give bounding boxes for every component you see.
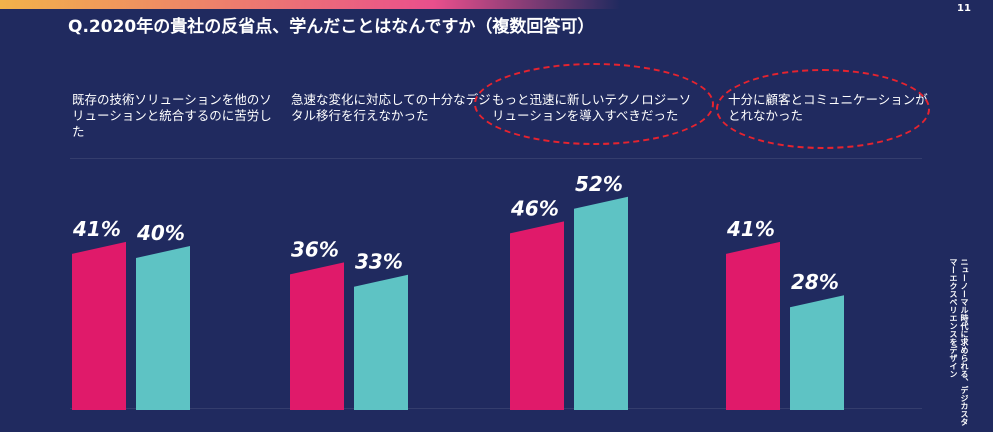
value-label-series2-cat4: 28% — [791, 270, 839, 294]
category-label-2: 急速な変化に対応しての十分なデジタル移行を行えなかった — [291, 92, 491, 123]
value-label-series1-cat1: 41% — [72, 217, 121, 241]
bar-series1-cat4 — [726, 241, 780, 410]
bar-chart: 41% 36% 46% 41% 40% 33% 52% 28% — [72, 172, 844, 410]
value-label-series2-cat1: 40% — [136, 221, 185, 245]
value-label-series1-cat4: 41% — [726, 217, 775, 241]
bar-series2-cat3 — [574, 196, 628, 410]
highlight-ellipse-category-4 — [716, 69, 930, 149]
category-label-1: 既存の技術ソリューションを他のソリューションと統合するのに苦労した — [72, 92, 272, 139]
bar-series1-cat2 — [290, 262, 344, 410]
side-caption: ニューノーマル時代に求められる、デジカスタマーエクスペリエンスをデザイン — [949, 258, 969, 426]
bar-series2-cat4 — [790, 295, 844, 410]
chart-title: Q.2020年の貴社の反省点、学んだことはなんですか（複数回答可） — [68, 17, 595, 37]
bar-series1-cat1 — [72, 241, 126, 410]
bar-series2-cat2 — [354, 274, 408, 410]
value-label-series2-cat3: 52% — [575, 172, 623, 196]
value-label-series1-cat3: 46% — [510, 196, 559, 220]
gridline — [70, 158, 922, 159]
sidebar — [940, 0, 993, 432]
bar-series1-cat3 — [510, 221, 564, 410]
value-label-series1-cat2: 36% — [291, 237, 339, 261]
page-number: 11 — [957, 3, 971, 14]
highlight-ellipse-category-3 — [474, 63, 714, 145]
gridline — [70, 408, 922, 409]
value-label-series2-cat2: 33% — [355, 250, 403, 274]
bar-series2-cat1 — [136, 246, 190, 410]
